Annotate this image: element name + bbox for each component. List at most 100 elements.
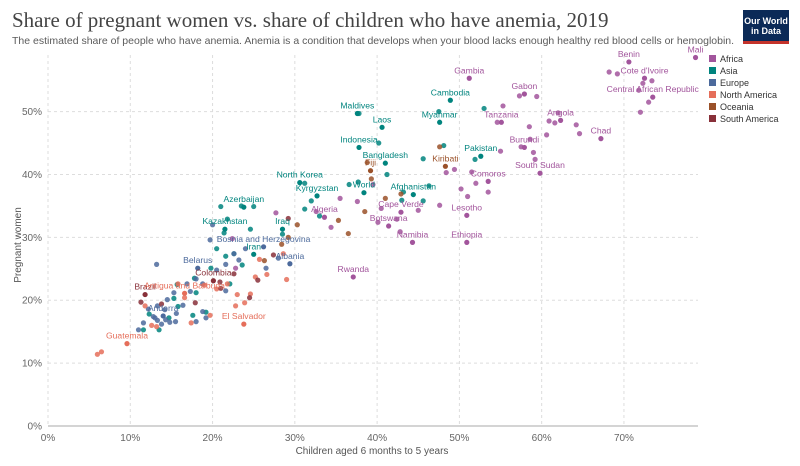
data-point[interactable]: [481, 105, 487, 112]
data-point[interactable]: [378, 205, 384, 212]
data-point[interactable]: [328, 224, 334, 230]
data-point-labeled[interactable]: [321, 214, 328, 220]
data-point[interactable]: [203, 315, 209, 321]
data-point[interactable]: [171, 290, 177, 296]
data-point[interactable]: [646, 99, 652, 105]
data-point[interactable]: [181, 295, 188, 301]
data-point[interactable]: [443, 169, 449, 176]
data-point[interactable]: [420, 156, 426, 162]
data-point[interactable]: [279, 241, 285, 247]
data-point[interactable]: [335, 217, 342, 223]
data-point[interactable]: [606, 69, 612, 75]
data-point[interactable]: [345, 230, 351, 237]
data-point[interactable]: [313, 208, 319, 215]
data-point[interactable]: [275, 255, 281, 261]
data-point[interactable]: [279, 231, 286, 237]
data-point[interactable]: [415, 207, 421, 213]
data-point[interactable]: [573, 122, 579, 128]
data-point[interactable]: [242, 300, 248, 306]
data-point-labeled[interactable]: [350, 274, 356, 280]
data-point[interactable]: [140, 327, 147, 333]
data-point-labeled[interactable]: [485, 178, 491, 184]
data-point[interactable]: [167, 319, 173, 325]
owid-logo[interactable]: Our World in Data: [743, 10, 789, 44]
data-point[interactable]: [246, 295, 253, 301]
data-point[interactable]: [544, 132, 550, 138]
data-point-labeled[interactable]: [241, 321, 247, 327]
data-point-labeled[interactable]: [650, 94, 656, 100]
data-point[interactable]: [231, 251, 237, 257]
data-point[interactable]: [187, 288, 193, 295]
data-point[interactable]: [193, 276, 199, 282]
data-point[interactable]: [140, 320, 147, 326]
data-point[interactable]: [451, 166, 458, 173]
data-point[interactable]: [135, 327, 142, 333]
data-point[interactable]: [273, 210, 279, 216]
data-point[interactable]: [376, 140, 382, 146]
data-point-labeled[interactable]: [297, 180, 303, 186]
data-point-labeled[interactable]: [287, 261, 293, 267]
data-point[interactable]: [649, 78, 655, 84]
data-point[interactable]: [354, 198, 360, 205]
data-point[interactable]: [530, 149, 537, 156]
data-point-labeled[interactable]: [241, 204, 247, 210]
data-point[interactable]: [469, 169, 475, 175]
data-point[interactable]: [232, 265, 239, 271]
data-point[interactable]: [420, 198, 426, 204]
data-point[interactable]: [270, 252, 277, 258]
data-point[interactable]: [576, 131, 583, 137]
data-point[interactable]: [171, 295, 177, 301]
data-point[interactable]: [436, 108, 442, 115]
data-point[interactable]: [223, 253, 229, 259]
data-point[interactable]: [164, 297, 170, 303]
data-point[interactable]: [285, 215, 291, 222]
data-point[interactable]: [214, 286, 220, 292]
data-point[interactable]: [175, 303, 181, 310]
data-point[interactable]: [251, 203, 257, 210]
data-point[interactable]: [145, 306, 151, 312]
data-point[interactable]: [229, 236, 235, 242]
data-point[interactable]: [636, 87, 642, 93]
data-point[interactable]: [472, 156, 478, 162]
data-point-labeled[interactable]: [382, 160, 388, 166]
data-point-labeled[interactable]: [124, 341, 130, 347]
data-point[interactable]: [146, 311, 152, 317]
data-point[interactable]: [465, 193, 471, 200]
data-point-labeled[interactable]: [557, 117, 564, 123]
data-point[interactable]: [94, 351, 100, 357]
data-point-labeled[interactable]: [464, 239, 470, 245]
data-point[interactable]: [494, 119, 500, 125]
data-point[interactable]: [154, 303, 161, 309]
data-point[interactable]: [175, 281, 181, 287]
data-point[interactable]: [441, 142, 447, 149]
data-point-labeled[interactable]: [498, 119, 504, 125]
data-point[interactable]: [264, 271, 270, 278]
data-point[interactable]: [242, 246, 249, 252]
data-point[interactable]: [399, 197, 405, 203]
data-point[interactable]: [534, 93, 540, 100]
data-point[interactable]: [217, 279, 223, 285]
data-point[interactable]: [640, 80, 646, 86]
data-point[interactable]: [192, 300, 198, 306]
data-point[interactable]: [284, 276, 290, 283]
legend-label[interactable]: Oceania: [720, 102, 754, 112]
data-point-labeled[interactable]: [410, 191, 416, 198]
data-point[interactable]: [231, 271, 237, 277]
data-point-labeled[interactable]: [195, 265, 201, 271]
data-point-labeled[interactable]: [260, 244, 267, 250]
data-point[interactable]: [209, 222, 216, 228]
data-point[interactable]: [346, 181, 352, 188]
data-point[interactable]: [154, 324, 160, 330]
data-point[interactable]: [485, 189, 491, 195]
data-point[interactable]: [214, 246, 220, 252]
legend-label[interactable]: Europe: [720, 78, 749, 88]
data-point-labeled[interactable]: [442, 163, 449, 169]
data-point-labeled[interactable]: [251, 251, 257, 257]
data-point[interactable]: [316, 213, 323, 219]
data-point[interactable]: [458, 186, 464, 192]
data-point-labeled[interactable]: [398, 209, 404, 215]
data-point[interactable]: [98, 349, 105, 355]
data-point-labeled[interactable]: [521, 91, 527, 97]
data-point[interactable]: [138, 299, 144, 305]
legend-label[interactable]: Africa: [720, 54, 743, 64]
